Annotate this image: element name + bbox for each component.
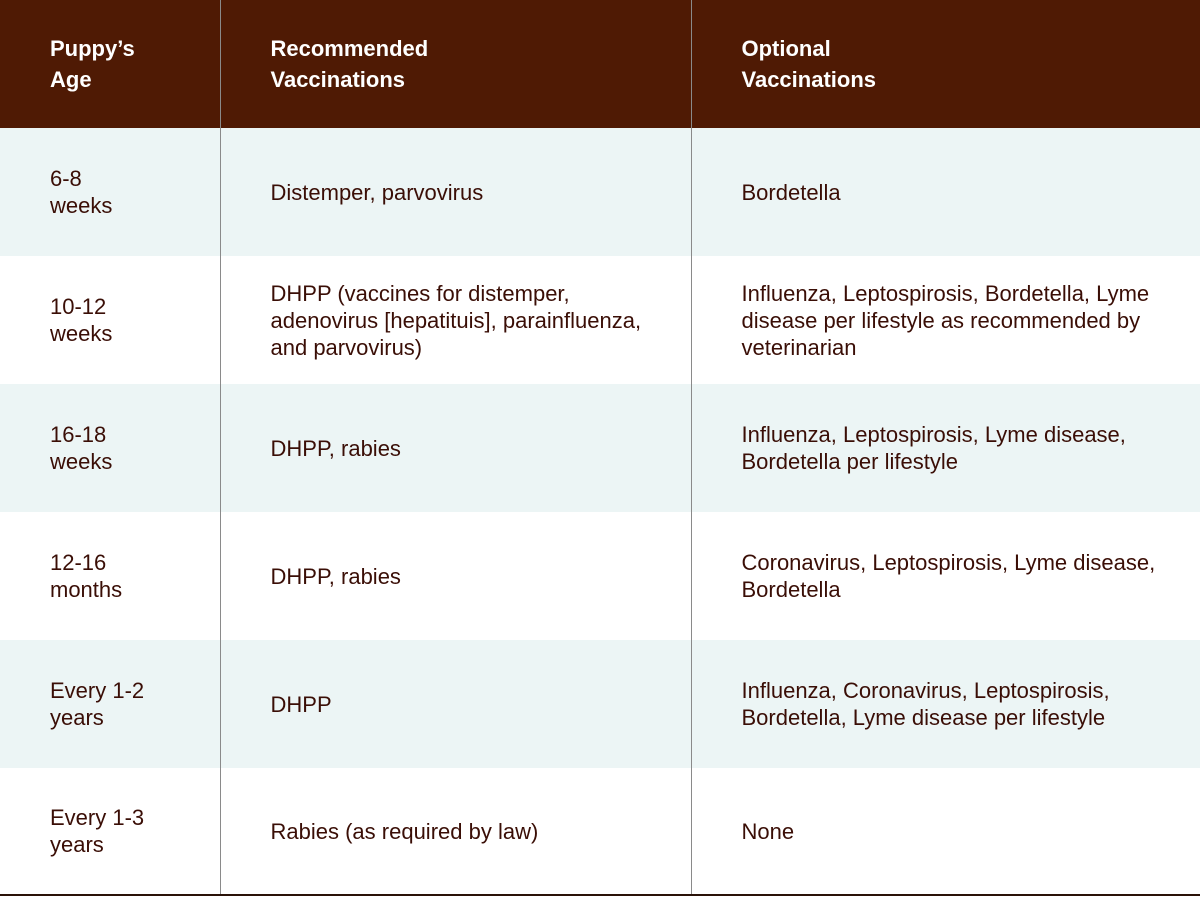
optional-cell: Influenza, Leptospirosis, Lyme disease, … bbox=[690, 384, 1200, 512]
optional-cell: Influenza, Leptospirosis, Bordetella, Ly… bbox=[690, 256, 1200, 384]
table-row: Every 1-2 years DHPP Influenza, Coronavir… bbox=[0, 640, 1200, 768]
recommended-cell: DHPP, rabies bbox=[219, 384, 691, 512]
table-body: 6-8 weeks Distemper, parvovirus Bordetell… bbox=[0, 128, 1200, 895]
table-row: 10-12 weeks DHPP (vaccines for distemper,… bbox=[0, 256, 1200, 384]
header-puppy-age: Puppy’s Age bbox=[50, 36, 135, 92]
recommended-cell: Distemper, parvovirus bbox=[219, 128, 691, 256]
header-optional-vaccinations: Optional Vaccinations bbox=[690, 0, 1200, 128]
age-cell: Every 1-3 years bbox=[50, 805, 145, 857]
age-cell: 12-16 months bbox=[50, 550, 123, 602]
age-cell: 10-12 weeks bbox=[50, 294, 113, 346]
optional-cell: Influenza, Coronavirus, Leptospirosis, B… bbox=[690, 640, 1200, 768]
recommended-cell: DHPP, rabies bbox=[219, 512, 691, 640]
table-header: Puppy’s Age Recommended Vaccinations Optio… bbox=[0, 0, 1200, 128]
header-recommended-vaccinations: Recommended Vaccinations bbox=[219, 0, 691, 128]
recommended-cell: Rabies (as required by law) bbox=[219, 768, 691, 895]
recommended-cell: DHPP bbox=[219, 640, 691, 768]
optional-cell: Bordetella bbox=[690, 128, 1200, 256]
table-row: 12-16 months DHPP, rabies Coronavirus, Le… bbox=[0, 512, 1200, 640]
optional-cell: Coronavirus, Leptospirosis, Lyme disease… bbox=[690, 512, 1200, 640]
header-row: Puppy’s Age Recommended Vaccinations Optio… bbox=[0, 0, 1200, 128]
optional-cell: None bbox=[690, 768, 1200, 895]
age-cell: Every 1-2 years bbox=[50, 678, 145, 730]
table-row: Every 1-3 years Rabies (as required by la… bbox=[0, 768, 1200, 895]
age-cell: 6-8 weeks bbox=[50, 166, 113, 218]
age-cell: 16-18 weeks bbox=[50, 422, 113, 474]
recommended-cell: DHPP (vaccines for distemper, adenovirus… bbox=[219, 256, 691, 384]
table-row: 6-8 weeks Distemper, parvovirus Bordetell… bbox=[0, 128, 1200, 256]
table-row: 16-18 weeks DHPP, rabies Influenza, Lepto… bbox=[0, 384, 1200, 512]
